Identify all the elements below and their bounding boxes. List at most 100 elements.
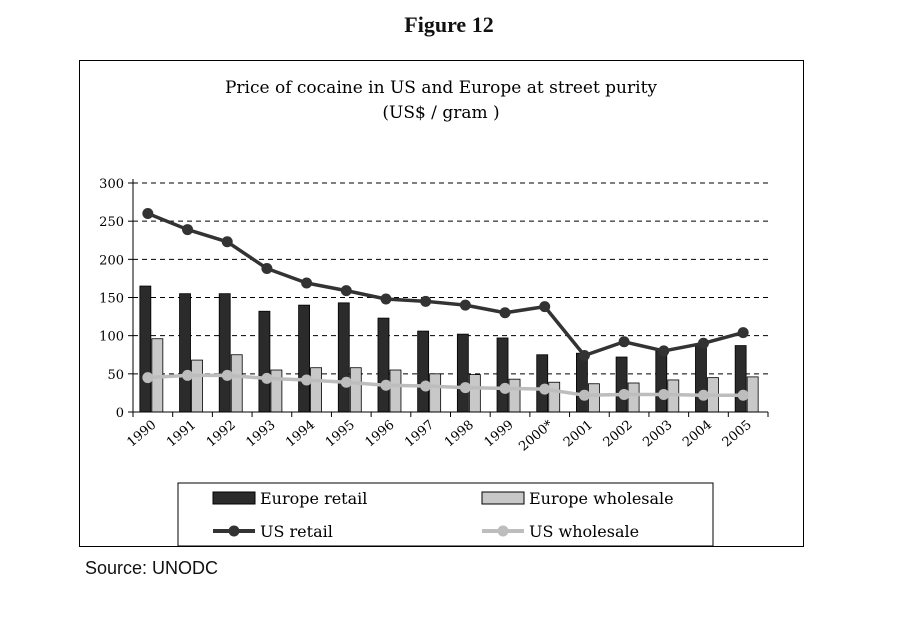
bar-europe-retail-2001 bbox=[576, 352, 588, 413]
y-tick-label-150: 150 bbox=[99, 292, 124, 307]
bar-europe-wholesale-1993 bbox=[270, 369, 283, 413]
x-tick-label-2003: 2003 bbox=[640, 418, 675, 451]
price-chart: Price of cocaine in US and Europe at str… bbox=[99, 78, 769, 546]
point-us-wholesale-2001 bbox=[578, 389, 590, 401]
point-us-wholesale-1997 bbox=[420, 380, 432, 392]
point-us-retail-1998 bbox=[459, 299, 471, 311]
source-note: Source: UNODC bbox=[85, 558, 219, 578]
point-us-wholesale-1999 bbox=[499, 382, 511, 394]
point-us-retail-2002 bbox=[618, 336, 630, 348]
point-us-wholesale-2005 bbox=[737, 389, 749, 401]
legend-label-europe-wholesale: Europe wholesale bbox=[529, 489, 674, 508]
y-tick-label-250: 250 bbox=[99, 215, 124, 230]
bar-europe-wholesale-1991 bbox=[191, 359, 203, 413]
y-tick-label-300: 300 bbox=[99, 177, 124, 192]
point-us-wholesale-1995 bbox=[340, 376, 352, 388]
x-tick-label-1995: 1995 bbox=[323, 418, 358, 451]
point-us-wholesale-2003 bbox=[658, 388, 670, 400]
bar-europe-retail-2003 bbox=[655, 350, 668, 413]
x-tick-label-1997: 1997 bbox=[402, 418, 437, 451]
bar-europe-retail-2002 bbox=[615, 356, 628, 413]
point-us-retail-1991 bbox=[182, 224, 194, 236]
chart-frame: Price of cocaine in US and Europe at str… bbox=[79, 60, 804, 547]
x-tick-label-1999: 1999 bbox=[482, 418, 517, 451]
line-us-wholesale bbox=[147, 373, 744, 397]
x-tick-label-1992: 1992 bbox=[204, 418, 239, 451]
point-us-retail-1990 bbox=[142, 208, 154, 220]
bar-europe-retail-1992 bbox=[218, 293, 231, 413]
point-us-retail-1997 bbox=[420, 295, 432, 307]
y-tick-label-0: 0 bbox=[116, 406, 124, 421]
bar-europe-retail-2000 bbox=[536, 354, 549, 413]
line-us-retail bbox=[147, 211, 744, 358]
legend-box bbox=[177, 482, 714, 546]
x-tick-label-2000: 2000* bbox=[516, 417, 556, 454]
bar-europe-retail-1991 bbox=[179, 293, 191, 413]
legend-label-us-wholesale: US wholesale bbox=[529, 522, 639, 541]
x-tick-label-1991: 1991 bbox=[164, 418, 199, 451]
bars-group bbox=[139, 285, 759, 413]
bar-europe-wholesale-1994 bbox=[310, 367, 322, 413]
bar-europe-retail-1995 bbox=[337, 302, 350, 413]
bar-europe-retail-1997 bbox=[417, 330, 430, 413]
point-us-retail-2004 bbox=[697, 337, 709, 349]
x-tick-label-1996: 1996 bbox=[363, 418, 398, 451]
legend-marker-us-wholesale bbox=[497, 525, 509, 537]
point-us-retail-2000 bbox=[539, 301, 551, 313]
y-tick-label-50: 50 bbox=[107, 368, 124, 383]
y-tick-label-200: 200 bbox=[99, 253, 124, 268]
point-us-wholesale-2004 bbox=[697, 389, 709, 401]
point-us-retail-2005 bbox=[737, 327, 749, 339]
y-axis-ticks: 0 50 100 150 200 250 300 bbox=[99, 177, 124, 421]
point-us-retail-1996 bbox=[380, 293, 392, 305]
lines-group bbox=[142, 208, 749, 401]
bar-europe-retail-1993 bbox=[258, 310, 271, 413]
x-axis-labels: 1990 1991 1992 1993 1994 1995 1996 1997 1998 1999… bbox=[124, 417, 754, 454]
bar-europe-retail-1990 bbox=[139, 285, 152, 413]
bar-europe-wholesale-2000 bbox=[548, 381, 561, 413]
point-us-retail-1994 bbox=[301, 277, 313, 289]
point-us-wholesale-1998 bbox=[459, 382, 471, 394]
point-us-retail-1995 bbox=[340, 285, 352, 297]
chart-title: Price of cocaine in US and Europe at str… bbox=[225, 78, 657, 98]
bar-europe-retail-2005 bbox=[734, 345, 747, 413]
point-us-wholesale-1994 bbox=[301, 374, 313, 386]
legend: Europe retail Europe wholesale US retail… bbox=[177, 482, 714, 546]
x-tick-label-1993: 1993 bbox=[243, 418, 278, 451]
grid-lines bbox=[128, 182, 768, 413]
legend-label-us-retail: US retail bbox=[260, 522, 333, 541]
point-us-wholesale-1991 bbox=[182, 369, 194, 381]
axes bbox=[132, 179, 769, 417]
bar-europe-retail-1999 bbox=[496, 337, 509, 413]
point-us-retail-1993 bbox=[261, 262, 273, 274]
bar-europe-wholesale-1997 bbox=[429, 373, 442, 413]
figure-label: Figure 12 bbox=[404, 12, 494, 37]
bar-europe-wholesale-2002 bbox=[627, 382, 640, 413]
legend-swatch-europe-retail bbox=[212, 491, 256, 505]
point-us-wholesale-2002 bbox=[618, 388, 630, 400]
y-tick-label-100: 100 bbox=[99, 330, 124, 345]
bar-europe-retail-1996 bbox=[377, 317, 390, 413]
bar-europe-wholesale-1998 bbox=[468, 374, 481, 413]
point-us-wholesale-1990 bbox=[142, 372, 154, 384]
bar-europe-wholesale-2005 bbox=[746, 376, 759, 413]
point-us-wholesale-1996 bbox=[380, 379, 392, 391]
point-us-retail-1992 bbox=[221, 236, 233, 248]
point-us-retail-2001 bbox=[578, 350, 590, 362]
legend-swatch-europe-wholesale bbox=[481, 491, 525, 505]
point-us-retail-1999 bbox=[499, 307, 511, 319]
x-tick-label-2004: 2004 bbox=[680, 418, 715, 451]
x-tick-label-2001: 2001 bbox=[561, 418, 596, 451]
bar-europe-wholesale-1995 bbox=[349, 367, 362, 413]
x-tick-label-1990: 1990 bbox=[124, 418, 159, 451]
bar-europe-wholesale-2001 bbox=[588, 383, 600, 413]
x-tick-label-1998: 1998 bbox=[442, 418, 477, 451]
point-us-wholesale-1993 bbox=[261, 372, 273, 384]
point-us-wholesale-2000 bbox=[539, 383, 551, 395]
x-tick-label-2005: 2005 bbox=[720, 418, 755, 451]
point-us-wholesale-1992 bbox=[221, 369, 233, 381]
bar-europe-wholesale-1999 bbox=[508, 378, 521, 413]
x-tick-label-2002: 2002 bbox=[601, 418, 636, 451]
bar-europe-wholesale-1996 bbox=[389, 369, 402, 413]
bar-europe-retail-2004 bbox=[695, 344, 707, 413]
